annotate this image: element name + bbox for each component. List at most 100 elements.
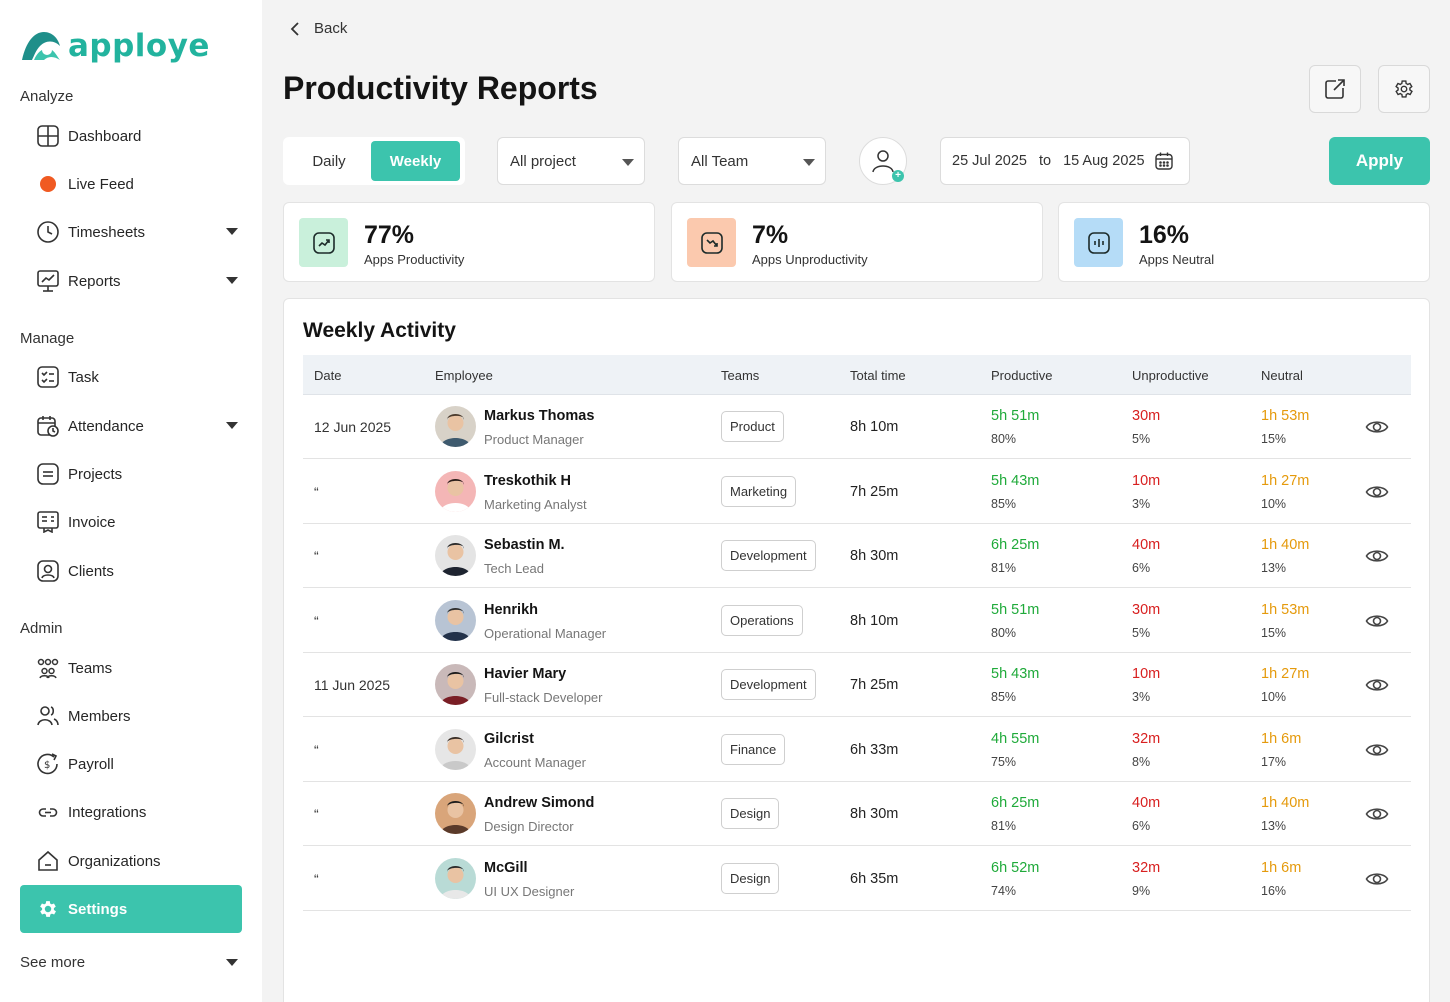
neutral-time: 1h 53m: [1261, 408, 1310, 424]
sidebar-item-reports[interactable]: Reports: [20, 257, 242, 305]
employee-name[interactable]: Andrew Simond: [484, 795, 595, 811]
view-eye-icon[interactable]: [1365, 673, 1389, 697]
employee-name[interactable]: Gilcrist: [484, 730, 534, 747]
chevron-down-icon: [226, 422, 238, 429]
chevron-down-icon: [226, 277, 238, 284]
productive-time: 5h 51m: [991, 408, 1040, 424]
weekly-tab[interactable]: Weekly: [371, 141, 460, 181]
sidebar-item-live-feed[interactable]: Live Feed: [20, 160, 242, 208]
employee-name[interactable]: McGill: [484, 859, 528, 876]
employee-role: UI UX Designer: [484, 883, 575, 899]
back-link[interactable]: Back: [288, 20, 347, 37]
productive-percent: 81%: [991, 561, 1017, 575]
productive-percent: 80%: [991, 625, 1017, 640]
productive-time: 6h 25m: [991, 795, 1040, 811]
view-eye-icon[interactable]: [1365, 415, 1389, 439]
unproductive-time: 10m: [1132, 472, 1161, 489]
productive-percent: 74%: [991, 883, 1017, 898]
daily-tab[interactable]: Daily: [312, 152, 346, 170]
sidebar-item-organizations[interactable]: Organizations: [20, 837, 242, 885]
team-badge: Development: [721, 669, 816, 700]
row-date: 11 Jun 2025: [314, 677, 391, 693]
sidebar-item-label: Integrations: [68, 803, 147, 821]
view-eye-icon[interactable]: [1365, 609, 1389, 633]
employee-name[interactable]: Havier Mary: [484, 666, 567, 682]
employee-name[interactable]: Markus Thomas: [484, 408, 595, 424]
sidebar-item-task[interactable]: Task: [20, 353, 242, 401]
employee-name[interactable]: Henrikh: [484, 601, 538, 618]
unproductive-percent: 5%: [1132, 432, 1151, 446]
employee-role: Operational Manager: [484, 625, 607, 641]
sidebar: apploye Analyze Dashboard Live Feed Time…: [0, 0, 262, 1002]
sidebar-item-teams[interactable]: Teams: [20, 644, 242, 692]
view-eye-icon[interactable]: [1365, 544, 1389, 568]
live-dot-icon: [36, 172, 60, 196]
table-row: “ Gilcrist Account Manager Finance 6h 33m 4h …: [303, 718, 1411, 782]
sidebar-item-label: Dashboard: [68, 127, 142, 145]
chevron-left-icon: [290, 21, 299, 36]
unproductive-percent: 5%: [1132, 625, 1151, 640]
invoice-icon: [36, 510, 60, 534]
chevron-down-icon: [803, 159, 815, 166]
avatar: [435, 406, 476, 447]
member-filter-button[interactable]: +: [859, 137, 907, 185]
unproductive-percent: 3%: [1132, 690, 1151, 704]
view-eye-icon[interactable]: [1365, 802, 1389, 826]
column-header-neutral: Neutral: [1261, 368, 1303, 383]
panel-title: Weekly Activity: [303, 319, 456, 342]
table-row: 12 Jun 2025 Markus Thomas Product Manager P…: [303, 395, 1411, 459]
employee-role: Full-stack Developer: [484, 690, 603, 705]
team-select[interactable]: All Team: [678, 137, 826, 185]
sidebar-item-invoice[interactable]: Invoice: [20, 498, 242, 546]
productive-percent: 85%: [991, 496, 1017, 511]
sidebar-item-integrations[interactable]: Integrations: [20, 788, 242, 836]
sidebar-item-payroll[interactable]: $ Payroll: [20, 740, 242, 788]
back-label: Back: [314, 20, 348, 37]
reports-icon: [36, 269, 60, 293]
apploye-logo[interactable]: apploye: [20, 28, 210, 64]
apply-button[interactable]: Apply: [1329, 137, 1430, 185]
user-icon: [872, 150, 894, 173]
section-admin: Admin: [20, 620, 63, 637]
export-button[interactable]: [1309, 65, 1361, 113]
date-range-picker[interactable]: 25 Jul 2025 to 15 Aug 2025: [940, 137, 1190, 185]
team-badge: Operations: [721, 604, 803, 636]
employee-role: Product Manager: [484, 432, 584, 447]
sidebar-item-label: Teams: [68, 659, 113, 677]
home-icon: [36, 849, 60, 873]
team-select-value: All Team: [691, 152, 749, 170]
view-eye-icon[interactable]: [1365, 480, 1389, 504]
view-eye-icon[interactable]: [1365, 867, 1389, 891]
unproductive-percent: 8%: [1132, 754, 1151, 769]
members-icon: [36, 704, 60, 728]
sidebar-item-clients[interactable]: Clients: [20, 547, 242, 595]
table-row: “ Henrikh Operational Manager Operations 8h …: [303, 589, 1411, 653]
sidebar-item-settings[interactable]: Settings: [20, 885, 242, 933]
productive-time: 6h 52m: [991, 859, 1040, 876]
project-select[interactable]: All project: [497, 137, 645, 185]
row-date: 12 Jun 2025: [314, 419, 392, 435]
sidebar-item-members[interactable]: Members: [20, 692, 242, 740]
settings-button[interactable]: [1378, 65, 1430, 113]
sidebar-item-attendance[interactable]: Attendance: [20, 402, 242, 450]
chevron-down-icon: [622, 159, 634, 166]
employee-name[interactable]: Sebastin M.: [484, 537, 565, 553]
see-more-toggle[interactable]: See more: [20, 954, 242, 971]
view-eye-icon[interactable]: [1365, 738, 1389, 762]
sidebar-item-label: Organizations: [68, 852, 161, 870]
total-time: 7h 25m: [850, 677, 899, 693]
sidebar-item-dashboard[interactable]: Dashboard: [20, 112, 242, 160]
table-row: “ Andrew Simond Design Director Design 8h 30…: [303, 782, 1411, 846]
productive-time: 5h 43m: [991, 472, 1040, 489]
sidebar-item-projects[interactable]: Projects: [20, 450, 242, 498]
total-time: 6h 35m: [850, 870, 899, 887]
add-badge-icon: +: [892, 170, 904, 182]
neutral-percent: 10%: [1261, 690, 1287, 704]
stat-value: 16%: [1139, 221, 1190, 249]
date-to-label: to: [1038, 153, 1052, 169]
employee-name[interactable]: Treskothik H: [484, 472, 572, 489]
sidebar-item-timesheets[interactable]: Timesheets: [20, 208, 242, 256]
neutral-percent: 17%: [1261, 754, 1287, 769]
dashboard-icon: [36, 124, 60, 148]
unproductive-percent: 6%: [1132, 819, 1151, 833]
